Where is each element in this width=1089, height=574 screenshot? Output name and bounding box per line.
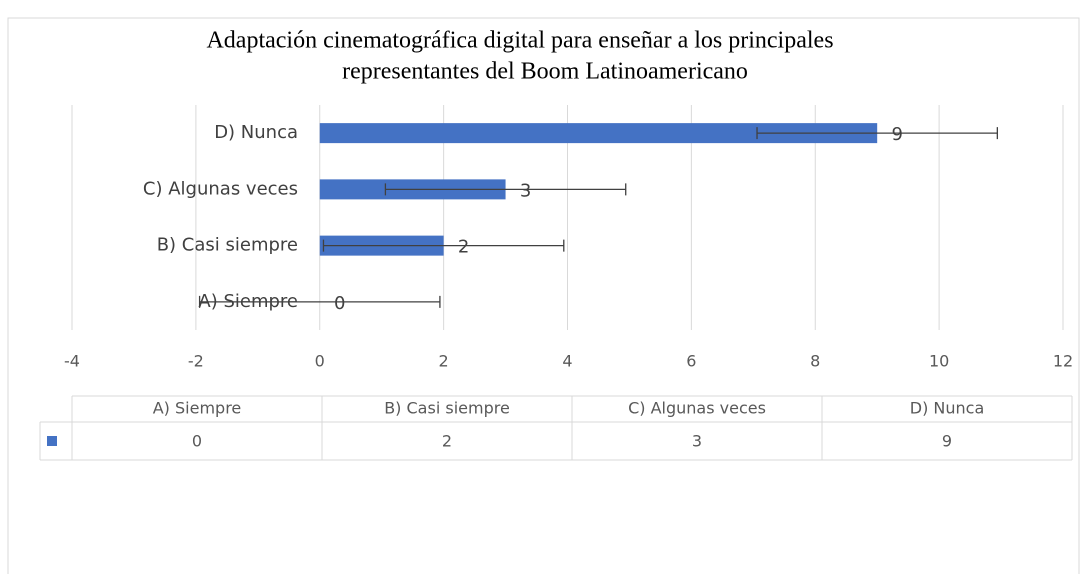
x-tick-label: 12 (1053, 352, 1073, 371)
x-tick-label: 10 (929, 352, 949, 371)
chart-title: Adaptación cinematográfica digital para … (206, 28, 833, 54)
table-value: 3 (692, 432, 702, 451)
table-header: A) Siempre (153, 399, 242, 418)
table-grid (39, 395, 1073, 461)
error-bar (198, 295, 441, 308)
legend-key (47, 436, 57, 446)
x-tick-label: 8 (810, 352, 820, 371)
error-bar (384, 183, 627, 196)
y-tick-label: C) Algunas veces (143, 178, 298, 199)
chart-frame (7, 17, 1080, 574)
table-header: C) Algunas veces (628, 399, 766, 418)
table-value: 0 (192, 432, 202, 451)
data-label: 2 (458, 237, 469, 258)
table-value: 2 (442, 432, 452, 451)
x-tick-label: 2 (439, 352, 449, 371)
x-tick-label: 6 (686, 352, 696, 371)
x-tick-label: 0 (315, 352, 325, 371)
x-tick-label: -4 (64, 352, 80, 371)
data-label: 0 (334, 293, 345, 314)
chart-title: representantes del Boom Latinoamericano (342, 59, 748, 85)
bar (319, 123, 878, 144)
table-value: 9 (942, 432, 952, 451)
x-tick-label: 4 (562, 352, 572, 371)
y-tick-label: B) Casi siempre (157, 235, 298, 256)
table-header: D) Nunca (910, 399, 985, 418)
table-header: B) Casi siempre (384, 399, 510, 418)
error-bar (322, 239, 565, 252)
y-tick-label: D) Nunca (214, 122, 298, 143)
x-tick-label: -2 (188, 352, 204, 371)
data-label: 3 (520, 180, 531, 201)
data-label: 9 (891, 124, 902, 145)
error-bar (756, 127, 998, 140)
